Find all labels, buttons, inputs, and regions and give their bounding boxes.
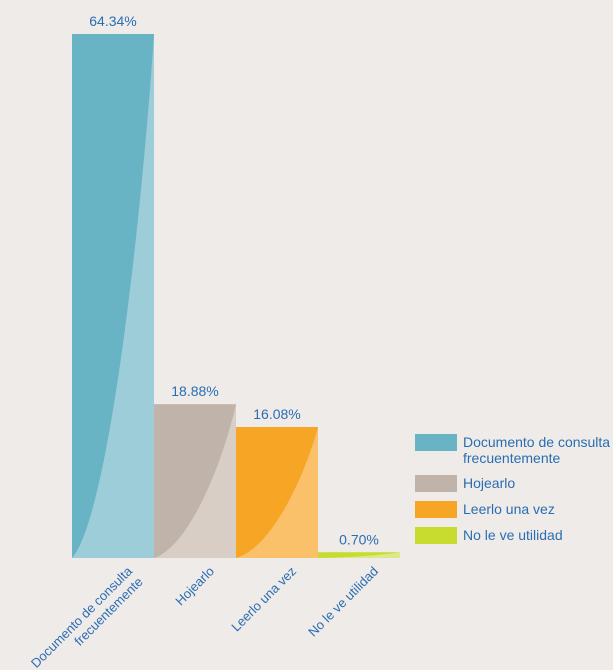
bar-shade xyxy=(236,427,318,558)
x-tick-label: No le ve utilidad xyxy=(305,564,381,640)
bar-shade xyxy=(72,34,154,558)
legend-swatch xyxy=(415,501,457,518)
legend-item-hojearlo: Hojearlo xyxy=(415,475,611,492)
x-tick-label-line: Documento de consulta xyxy=(28,563,136,670)
legend-item-leerlo: Leerlo una vez xyxy=(415,501,611,518)
bar-value-label: 16.08% xyxy=(253,406,300,422)
legend-swatch xyxy=(415,527,457,544)
legend-label: Leerlo una vez xyxy=(463,501,555,517)
bar-value-label: 18.88% xyxy=(171,383,218,399)
bar-shade xyxy=(154,404,236,558)
x-tick-label: Hojearlo xyxy=(172,564,217,609)
legend-label: Documento de consulta frecuentemente xyxy=(463,434,611,466)
bar-value-label: 64.34% xyxy=(89,13,136,29)
x-tick-label-line: No le ve utilidad xyxy=(305,564,381,640)
bar-shade xyxy=(318,552,400,558)
legend-swatch xyxy=(415,434,457,451)
legend-item-no-utilidad: No le ve utilidad xyxy=(415,527,611,544)
x-tick-label: Leerlo una vez xyxy=(228,564,299,635)
legend-swatch xyxy=(415,475,457,492)
chart-legend: Documento de consulta frecuentemente Hoj… xyxy=(415,434,611,553)
legend-label: No le ve utilidad xyxy=(463,527,563,543)
legend-label: Hojearlo xyxy=(463,475,516,491)
legend-item-documento: Documento de consulta frecuentemente xyxy=(415,434,611,466)
x-tick-label-line: Leerlo una vez xyxy=(228,564,299,635)
x-tick-label-line: Hojearlo xyxy=(172,564,217,609)
bar-value-label: 0.70% xyxy=(339,531,379,547)
